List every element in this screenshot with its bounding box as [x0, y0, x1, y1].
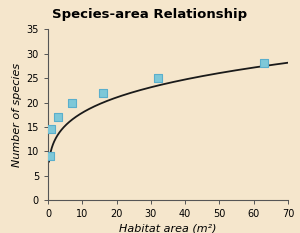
Text: Species-area Relationship: Species-area Relationship	[52, 8, 247, 21]
Point	[100, 91, 105, 95]
Point	[70, 101, 74, 104]
Point	[155, 76, 160, 80]
Point	[56, 115, 61, 119]
Point	[49, 128, 54, 131]
Point	[262, 62, 266, 65]
Point	[47, 154, 52, 158]
Y-axis label: Number of species: Number of species	[12, 63, 22, 167]
X-axis label: Habitat area (m²): Habitat area (m²)	[119, 224, 217, 233]
